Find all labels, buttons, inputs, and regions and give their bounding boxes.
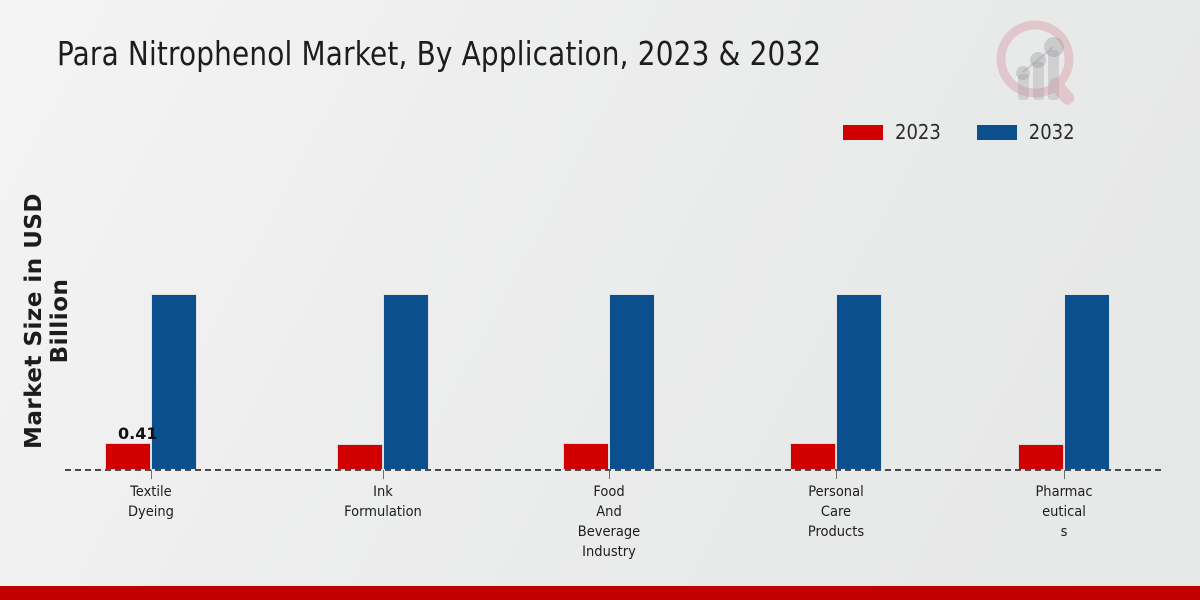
x-axis-label-line: And (596, 504, 622, 520)
x-axis-label-line: eutical (1042, 504, 1086, 520)
bar-2032-ink-formulation[interactable] (383, 294, 429, 470)
x-axis-label-line: Care (820, 504, 852, 520)
x-axis-label-food-and-beverage-industry: Food And Beverage Industry (554, 482, 664, 562)
x-axis-label-line: Textile (130, 484, 172, 500)
x-axis-tick-textile-dyeing (151, 470, 152, 479)
x-axis-label-line: Beverage (577, 524, 641, 540)
legend-label-2023: 2023 (895, 120, 941, 144)
bar-group-food-and-beverage-industry (563, 140, 703, 470)
bar-2023-food-and-beverage-industry[interactable] (563, 443, 609, 470)
legend-swatch-2023 (843, 124, 883, 140)
bar-2032-pharmaceuticals[interactable] (1064, 294, 1110, 470)
x-axis-baseline (65, 469, 1161, 471)
x-axis-label-line: Dyeing (128, 504, 174, 520)
bar-group-textile-dyeing (105, 140, 245, 470)
x-axis-label-line: Industry (582, 544, 636, 560)
legend-item-2023[interactable]: 2023 (843, 120, 941, 144)
bar-2032-personal-care-products[interactable] (836, 294, 882, 470)
bar-2023-textile-dyeing[interactable] (105, 443, 151, 470)
data-label-2023-textile-dyeing: 0.41 (118, 424, 158, 443)
x-axis-tick-pharmaceuticals (1064, 470, 1065, 479)
chart-title: Para Nitrophenol Market, By Application,… (57, 34, 822, 73)
x-axis-label-personal-care-products: Personal Care Products (781, 482, 891, 542)
legend-label-2032: 2032 (1028, 120, 1075, 144)
x-axis-label-line: s (1060, 524, 1068, 540)
plot-area (65, 140, 1160, 470)
x-axis-label-line: Products (807, 524, 865, 540)
x-axis-label-ink-formulation: Ink Formulation (328, 482, 438, 522)
bar-2023-pharmaceuticals[interactable] (1018, 444, 1064, 470)
x-axis-label-line: Formulation (344, 504, 422, 520)
x-axis-label-line: Food (593, 484, 625, 500)
legend-swatch-2032 (976, 124, 1017, 140)
x-axis-label-line: Ink (373, 484, 393, 500)
x-axis-tick-personal-care-products (836, 470, 837, 479)
x-axis-label-pharmaceuticals: Pharmac eutical s (1009, 482, 1119, 542)
bar-2032-food-and-beverage-industry[interactable] (609, 294, 655, 470)
bar-2023-personal-care-products[interactable] (790, 443, 836, 470)
bar-2023-ink-formulation[interactable] (337, 444, 383, 470)
chart-legend: 2023 2032 (843, 120, 1075, 144)
x-axis-tick-food-and-beverage-industry (609, 470, 610, 479)
x-axis-label-line: Pharmac (1035, 484, 1093, 500)
bar-group-ink-formulation (337, 140, 477, 470)
market-research-logo-watermark (985, 14, 1090, 112)
x-axis-label-textile-dyeing: Textile Dyeing (96, 482, 206, 522)
bar-group-personal-care-products (790, 140, 930, 470)
x-axis-label-line: Personal (808, 484, 864, 500)
bottom-accent-bar (0, 586, 1200, 600)
bar-group-pharmaceuticals (1018, 140, 1158, 470)
bar-2032-textile-dyeing[interactable] (151, 294, 197, 470)
legend-item-2032[interactable]: 2032 (976, 120, 1075, 144)
x-axis-tick-ink-formulation (383, 470, 384, 479)
